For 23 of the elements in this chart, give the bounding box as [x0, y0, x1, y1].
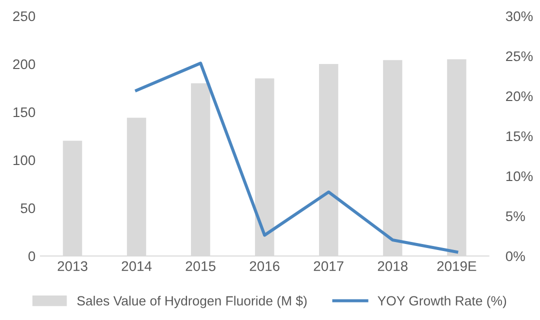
y2-tick-label: 15% — [506, 131, 533, 142]
x-tick-label: 2014 — [122, 261, 152, 272]
legend-label: Sales Value of Hydrogen Fluoride (M $) — [77, 296, 307, 308]
y2-tick-label: 20% — [506, 91, 533, 102]
x-tick-label: 2017 — [314, 261, 344, 272]
x-tick-label: 2019E — [437, 261, 476, 272]
y-tick-label: 0 — [28, 251, 36, 262]
y-tick-label: 250 — [13, 11, 36, 22]
y-tick-label: 100 — [14, 155, 36, 166]
y2-tick-label: 5% — [506, 211, 525, 222]
y2-tick-label: 10% — [506, 171, 533, 182]
x-tick-label: 2018 — [378, 261, 408, 272]
y2-tick-label: 25% — [506, 51, 533, 62]
y2-tick-label: 30% — [506, 11, 533, 22]
y-tick-label: 150 — [14, 107, 36, 118]
y2-tick-label: 0% — [506, 251, 525, 262]
legend-label: YOY Growth Rate (%) — [378, 296, 506, 308]
y-tick-label: 50 — [20, 203, 36, 214]
y-tick-label: 200 — [13, 59, 36, 70]
x-tick-label: 2016 — [250, 261, 280, 272]
line-series — [135, 62, 458, 254]
x-tick-label: 2013 — [58, 261, 88, 272]
x-tick-label: 2015 — [186, 261, 216, 272]
